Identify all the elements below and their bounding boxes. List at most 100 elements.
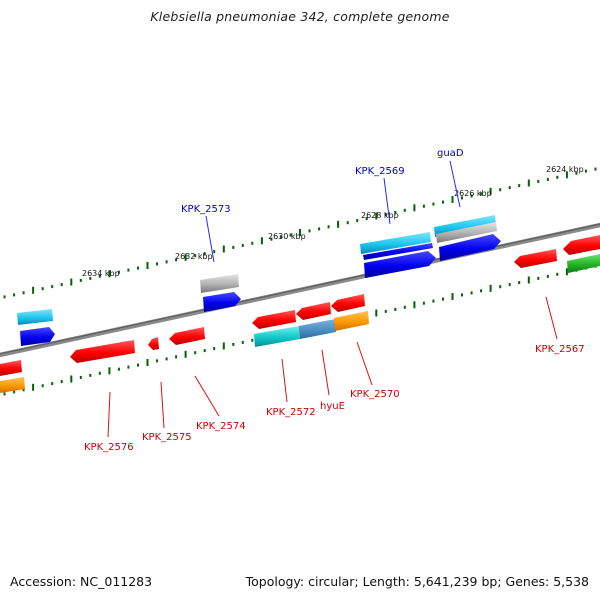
kbp-top-tick — [556, 175, 559, 179]
gene-feature-red-left[interactable] — [0, 360, 22, 376]
kbp-bottom-tick — [537, 276, 540, 280]
kbp-bottom-tick — [117, 367, 120, 371]
kbp-bottom-tick — [175, 355, 178, 359]
gene-label-kpk2570[interactable]: KPK_2570 — [350, 389, 400, 400]
kbp-bottom-tick — [108, 367, 111, 375]
gene-label-kpk2569[interactable]: KPK_2569 — [355, 166, 405, 177]
leader-kpk2572 — [281, 358, 288, 403]
kbp-top-tick — [394, 210, 397, 214]
kbp-bottom-tick — [146, 359, 149, 366]
leader-guaD — [449, 160, 461, 208]
gene-label-kpk2572[interactable]: KPK_2572 — [266, 407, 316, 418]
kbp-top-tick — [299, 229, 301, 236]
gene-feature-orange-left[interactable] — [0, 377, 25, 393]
kbp-label-2632: 2632 kbp — [175, 252, 213, 261]
gene-feature-cyan-left[interactable] — [17, 309, 53, 325]
kbp-bottom-tick — [384, 309, 387, 313]
kbp-top-tick — [175, 258, 178, 262]
kbp-top-tick — [432, 202, 435, 206]
kbp-top-tick — [117, 270, 120, 274]
kbp-top-tick — [3, 295, 6, 299]
gene-feature-kpk2572-red[interactable] — [252, 310, 296, 329]
gene-feature-hyuE-red[interactable] — [296, 302, 331, 320]
gene-feature-kpk2576[interactable] — [70, 340, 135, 363]
gene-label-hyuE[interactable]: hyuE — [320, 401, 345, 412]
kbp-top-tick — [70, 278, 73, 286]
kbp-top-tick — [32, 286, 35, 294]
gene-label-kpk2576[interactable]: KPK_2576 — [84, 442, 134, 453]
gene-feature-hyuE-steel[interactable] — [299, 319, 336, 339]
kbp-top-tick — [403, 208, 406, 212]
kbp-top-tick — [279, 235, 282, 239]
gene-feature-kpk2574[interactable] — [169, 327, 205, 345]
gene-label-guaD[interactable]: guaD — [437, 148, 464, 159]
gene-label-kpk2574[interactable]: KPK_2574 — [196, 421, 246, 432]
kbp-label-2634: 2634 kbp — [82, 269, 120, 278]
kbp-top-tick — [203, 252, 206, 256]
gene-feature-kpk2570-red[interactable] — [331, 294, 365, 312]
gene-feature-blue-2569[interactable] — [364, 251, 436, 278]
kbp-bottom-tick — [546, 274, 549, 278]
kbp-top-tick — [565, 171, 568, 179]
kbp-bottom-tick — [461, 293, 463, 297]
leader-kpk2569 — [383, 177, 391, 225]
leader-kpk2574 — [194, 375, 220, 417]
kbp-bottom-tick — [194, 351, 197, 355]
gene-feature-red-right-upper[interactable] — [563, 235, 600, 255]
gene-feature-kpk2570-orange[interactable] — [334, 311, 369, 331]
gene-feature-green-right[interactable] — [567, 254, 600, 273]
genome-backbone — [0, 222, 600, 358]
kbp-bottom-tick — [222, 342, 225, 350]
kbp-label-2624: 2624 kbp — [546, 165, 584, 174]
gene-feature-blue-left[interactable] — [20, 327, 55, 346]
kbp-top-tick — [260, 237, 263, 245]
leader-hyuE — [321, 349, 330, 396]
kbp-top-tick — [41, 287, 44, 291]
kbp-top-tick — [222, 245, 225, 253]
kbp-bottom-tick — [432, 299, 435, 303]
gene-label-kpk2567[interactable]: KPK_2567 — [535, 344, 585, 355]
kbp-top-tick — [22, 291, 25, 295]
kbp-bottom-tick — [480, 289, 483, 293]
gene-feature-cyan-2569[interactable] — [360, 232, 431, 254]
gene-feature-kpk2567[interactable] — [514, 249, 557, 268]
kbp-top-tick — [156, 262, 158, 266]
kbp-top-tick — [461, 196, 463, 200]
kbp-bottom-tick — [165, 357, 168, 361]
kbp-top-tick — [327, 225, 330, 229]
topology-text: Topology: circular; Length: 5,641,239 bp… — [245, 574, 589, 589]
gene-label-kpk2573[interactable]: KPK_2573 — [181, 204, 231, 215]
kbp-top-tick — [413, 204, 416, 212]
gene-label-kpk2575[interactable]: KPK_2575 — [142, 432, 192, 443]
gene-feature-gray-2573[interactable] — [200, 274, 239, 293]
kbp-top-tick — [470, 194, 473, 198]
gene-feature-gray-guaD[interactable] — [436, 222, 497, 243]
gene-feature-kpk2575[interactable] — [148, 337, 159, 350]
kbp-bottom-tick — [451, 293, 454, 300]
kbp-top-tick — [546, 177, 549, 181]
kbp-top-tick — [127, 268, 130, 272]
kbp-top-tick — [422, 204, 425, 208]
kbp-top-tick — [51, 285, 54, 289]
kbp-bottom-tick — [403, 305, 406, 309]
kbp-top-tick — [480, 192, 483, 196]
kbp-tick-track-top — [3, 167, 597, 299]
gene-feature-blue-guaD[interactable] — [439, 234, 501, 261]
kbp-bottom-tick — [422, 301, 425, 305]
kbp-bottom-tick — [375, 309, 378, 317]
gene-feature-blue-thin-2569[interactable] — [363, 243, 433, 260]
kbp-top-tick — [13, 293, 16, 297]
kbp-top-tick — [489, 187, 492, 195]
kbp-top-tick — [594, 167, 597, 171]
leader-lines-top — [205, 160, 461, 263]
kbp-bottom-tick — [184, 350, 187, 358]
accession-text: Accession: NC_011283 — [10, 574, 152, 589]
gene-feature-blue-2573[interactable] — [203, 292, 241, 312]
leader-kpk2575 — [160, 381, 165, 429]
kbp-label-2626: 2626 kbp — [454, 189, 492, 198]
kbp-top-tick — [308, 229, 311, 233]
kbp-top-tick — [537, 179, 540, 183]
kbp-top-tick — [60, 283, 63, 287]
gene-feature-kpk2572-teal[interactable] — [254, 326, 300, 347]
